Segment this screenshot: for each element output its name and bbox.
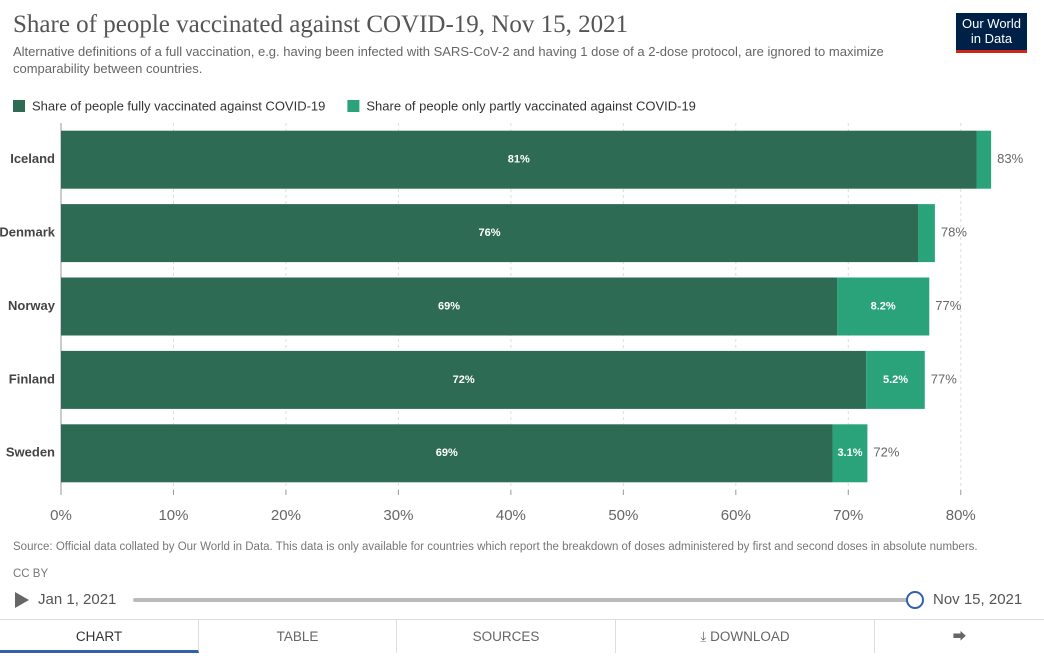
legend-label: Share of people only partly vaccinated a… xyxy=(366,98,696,113)
timeline-handle[interactable] xyxy=(906,591,924,609)
y-tick-label: Sweden xyxy=(6,445,55,460)
bar-segment xyxy=(866,350,925,409)
play-button xyxy=(15,592,29,608)
bar-segment xyxy=(61,130,977,189)
bar-segment xyxy=(976,130,992,189)
bar-segment xyxy=(61,424,833,483)
tab[interactable]: TABLE xyxy=(199,620,397,653)
y-tick-label: Finland xyxy=(9,371,55,386)
bar-value-label: 81% xyxy=(508,154,530,166)
y-tick-label: Denmark xyxy=(0,225,56,240)
bar-value-label: 8.2% xyxy=(871,300,896,312)
x-tick-label: 0% xyxy=(50,507,72,524)
tab[interactable]: ⤓ DOWNLOAD xyxy=(616,620,875,653)
x-tick-label: 60% xyxy=(721,507,751,524)
y-tick-label: Norway xyxy=(8,298,56,313)
x-tick-label: 70% xyxy=(833,507,863,524)
bar-value-label: 69% xyxy=(438,300,460,312)
x-tick-label: 10% xyxy=(158,507,188,524)
bar-segment xyxy=(832,424,868,483)
download-icon: ⤓ xyxy=(700,629,711,644)
bar-segment xyxy=(837,277,930,336)
x-tick-label: 40% xyxy=(496,507,526,524)
bar-value-label: 76% xyxy=(478,227,500,239)
legend-label: Share of people fully vaccinated against… xyxy=(32,98,325,113)
bar-value-label: 5.2% xyxy=(883,374,908,386)
bar-value-label: 3.1% xyxy=(837,447,862,459)
bar-value-label: 69% xyxy=(436,447,458,459)
x-tick-label: 50% xyxy=(608,507,638,524)
chart-subtitle: Alternative definitions of a full vaccin… xyxy=(13,44,884,76)
bar-segment xyxy=(61,277,838,336)
total-label: 72% xyxy=(873,445,899,460)
bar-segment xyxy=(61,204,919,263)
timeline-end: Nov 15, 2021 xyxy=(933,591,1023,608)
bar-segment xyxy=(61,350,867,409)
total-label: 78% xyxy=(941,225,967,240)
chart-title: Share of people vaccinated against COVID… xyxy=(13,11,629,38)
legend-swatch xyxy=(347,100,360,112)
source-note: Source: Official data collated by Our Wo… xyxy=(13,541,978,553)
legend-swatch xyxy=(13,100,25,112)
tab-bar: CHART TABLE SOURCES ⤓ DOWNLOAD ⮕ xyxy=(0,619,1044,655)
tab-share[interactable]: ⮕ xyxy=(952,629,967,644)
bar-value-label: 72% xyxy=(453,374,475,386)
tab[interactable]: CHART xyxy=(0,620,199,653)
bar-segment xyxy=(918,204,935,263)
total-label: 77% xyxy=(931,371,957,386)
y-tick-label: Iceland xyxy=(10,151,55,166)
tab-label: DOWNLOAD xyxy=(710,629,790,644)
timeline-start: Jan 1, 2021 xyxy=(38,591,117,608)
total-label: 83% xyxy=(997,151,1023,166)
total-label: 77% xyxy=(935,298,961,313)
license: CC BY xyxy=(13,568,49,580)
x-tick-label: 20% xyxy=(271,507,301,524)
x-tick-label: 80% xyxy=(946,507,976,524)
logo[interactable]: Our World in Data xyxy=(956,13,1027,53)
tab[interactable]: SOURCES xyxy=(397,620,616,653)
x-tick-label: 30% xyxy=(383,507,413,524)
